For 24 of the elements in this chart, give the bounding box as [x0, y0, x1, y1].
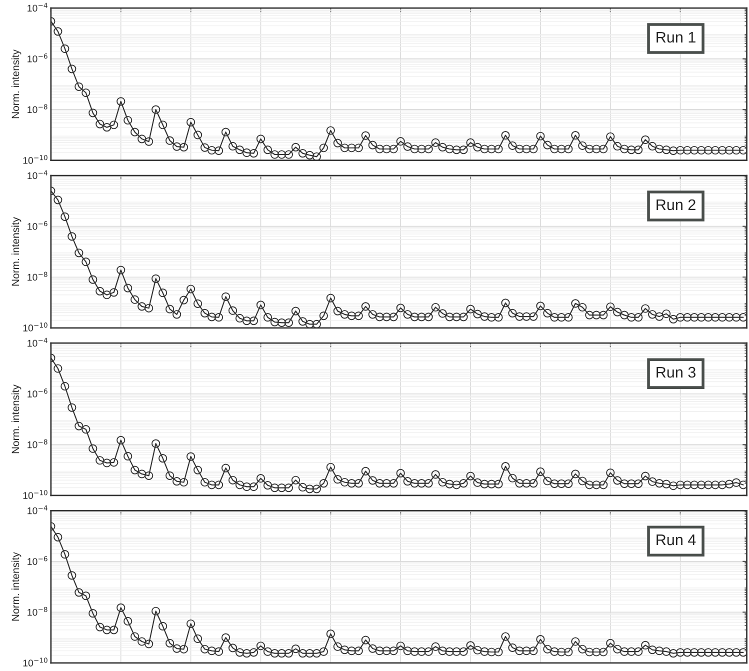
y-tick-label: 10$^{−6}$: [28, 221, 48, 230]
annotation: Run 3: [656, 366, 696, 378]
y-tick-label: 10$^{−4}$: [28, 338, 48, 347]
y-tick-label: 10$^{−4}$: [28, 505, 48, 514]
y-tick-label: 10$^{−6}$: [28, 556, 48, 565]
y-axis-title: Norm. intensity: [11, 49, 22, 118]
y-tick-label: 10$^{−8}$: [28, 606, 48, 616]
y-tick-label: 10$^{−8}$: [28, 272, 48, 281]
y-tick-label: 10$^{−4}$: [28, 170, 48, 180]
y-axis-title: Norm. intensity: [11, 552, 22, 621]
annotation: Run 1: [656, 32, 696, 43]
y-tick-label: 10$^{−4}$: [28, 2, 48, 12]
annotation: Run 4: [656, 534, 696, 546]
y-tick-label: 10$^{−8}$: [28, 439, 48, 448]
annotation: Run 2: [656, 199, 696, 210]
y-tick-label: 10$^{−6}$: [28, 53, 48, 62]
y-axis-title: Norm. intensity: [11, 217, 22, 286]
y-tick-label: 10$^{−10}$: [23, 490, 48, 499]
y-tick-label: 10$^{−8}$: [28, 104, 48, 114]
y-tick-label: 10$^{−10}$: [23, 658, 48, 666]
y-tick-label: 10$^{−10}$: [23, 322, 48, 332]
y-tick-label: 10$^{−10}$: [23, 155, 48, 164]
y-axis-title: Norm. intensity: [11, 384, 22, 454]
y-tick-label: 10$^{−6}$: [28, 388, 48, 398]
